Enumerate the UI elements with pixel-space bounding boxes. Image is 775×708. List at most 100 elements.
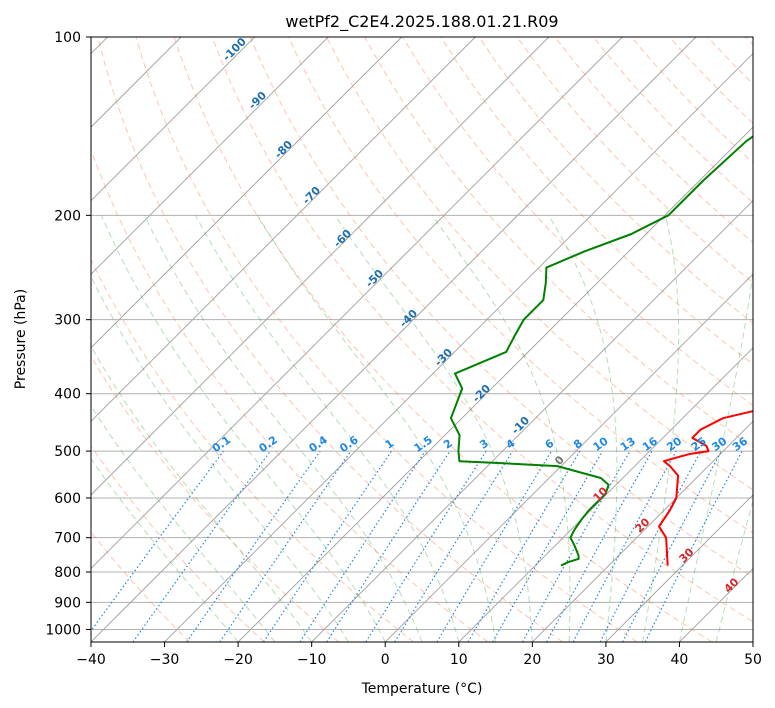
dry-adiabat-line bbox=[745, 37, 753, 46]
mixing-ratio-label: 1.5 bbox=[412, 433, 435, 455]
mixing-ratio-line bbox=[91, 450, 224, 632]
adiabat-label: -30 bbox=[432, 346, 455, 369]
x-tick-label: −30 bbox=[150, 652, 180, 668]
dry-adiabat-line bbox=[91, 148, 489, 642]
adiabat-label: -10 bbox=[509, 414, 532, 437]
adiabat-label: -40 bbox=[397, 307, 420, 330]
moist-adiabat-line bbox=[548, 215, 618, 642]
dry-adiabat-line bbox=[440, 37, 753, 365]
isotherm-line bbox=[91, 37, 697, 642]
moist-adiabat-line bbox=[91, 345, 313, 642]
adiabat-label: 40 bbox=[722, 575, 742, 595]
x-tick-label: 20 bbox=[523, 652, 541, 668]
x-tick-label: 30 bbox=[597, 652, 615, 668]
adiabat-label: 30 bbox=[677, 545, 697, 565]
adiabat-label: -20 bbox=[470, 382, 493, 405]
dry-adiabat-line bbox=[287, 37, 753, 534]
x-axis-label: Temperature (°C) bbox=[361, 681, 483, 697]
plot-frame bbox=[90, 36, 754, 643]
mixing-ratio-layer bbox=[91, 450, 743, 642]
isotherm-line bbox=[384, 273, 753, 642]
x-tick-label: −20 bbox=[223, 652, 253, 668]
mixing-ratio-line bbox=[394, 450, 514, 642]
y-axis-label: Pressure (hPa) bbox=[13, 289, 29, 389]
y-tick-label: 200 bbox=[54, 208, 81, 224]
isotherm-line bbox=[91, 37, 329, 275]
mixing-ratio-line bbox=[572, 450, 677, 642]
chart-title: wetPf2_C2E4.2025.188.01.21.R09 bbox=[285, 12, 558, 32]
y-tick-label: 900 bbox=[54, 595, 81, 611]
isotherm-line bbox=[91, 37, 403, 349]
mixing-ratio-line bbox=[219, 450, 352, 642]
x-tick-label: 0 bbox=[381, 652, 390, 668]
dry-adiabat-line bbox=[135, 37, 638, 642]
dry-adiabat-line bbox=[211, 37, 753, 623]
dry-adiabat-line bbox=[249, 37, 753, 578]
isotherm-line bbox=[91, 37, 550, 496]
dry-adiabat-line bbox=[91, 258, 414, 642]
moist-adiabat-line bbox=[91, 458, 239, 642]
x-tick-label: 40 bbox=[671, 652, 689, 668]
isotherm-line bbox=[679, 567, 753, 642]
moist-adiabat-line bbox=[678, 268, 753, 642]
dry-adiabat-line bbox=[91, 445, 265, 642]
moist-adiabat-line bbox=[144, 215, 423, 642]
dry-adiabat-layer bbox=[91, 37, 753, 642]
isotherm-layer bbox=[91, 37, 753, 642]
adiabat-label: -50 bbox=[363, 267, 386, 290]
dry-adiabat-line bbox=[173, 37, 713, 642]
moist-adiabat-line bbox=[431, 215, 571, 642]
y-tick-label: 700 bbox=[54, 531, 81, 547]
x-tick-label: 10 bbox=[450, 652, 468, 668]
profile-layer bbox=[449, 135, 753, 567]
isotherm-line bbox=[91, 37, 256, 202]
isotherm-line bbox=[311, 199, 753, 642]
isotherm-line bbox=[237, 126, 753, 642]
mixing-ratio-line bbox=[186, 450, 321, 642]
dry-adiabat-line bbox=[97, 37, 563, 642]
isotherm-line bbox=[164, 52, 753, 642]
isotherm-line bbox=[752, 641, 753, 642]
adiabat-label: -100 bbox=[220, 35, 249, 64]
grid-layer bbox=[91, 37, 753, 630]
mixing-ratio-line bbox=[436, 450, 553, 642]
dry-adiabat-line bbox=[91, 355, 340, 642]
moist-adiabat-layer bbox=[91, 215, 753, 642]
moist-adiabat-line bbox=[195, 215, 460, 642]
mixing-ratio-label: 2 bbox=[441, 437, 455, 452]
y-tick-label: 800 bbox=[54, 565, 81, 581]
y-tick-label: 500 bbox=[54, 444, 81, 460]
mixing-ratio-line bbox=[546, 450, 653, 642]
adiabat-label: -60 bbox=[331, 227, 354, 250]
x-tick-label: −40 bbox=[76, 652, 106, 668]
mixing-ratio-line bbox=[326, 450, 451, 642]
isotherm-line bbox=[605, 494, 753, 642]
moist-adiabat-line bbox=[91, 404, 276, 642]
isotherm-line bbox=[91, 37, 623, 570]
dry-adiabat-line bbox=[554, 37, 753, 244]
mixing-ratio-line bbox=[299, 450, 426, 642]
moist-adiabat-line bbox=[334, 215, 533, 642]
y-tick-label: 400 bbox=[54, 387, 81, 403]
moist-adiabat-line bbox=[642, 215, 680, 642]
mixing-ratio-line bbox=[644, 450, 743, 642]
x-tick-label: −10 bbox=[297, 652, 327, 668]
x-tick-label: 50 bbox=[744, 652, 762, 668]
mixing-ratio-line bbox=[262, 450, 392, 642]
mixing-ratio-line bbox=[132, 450, 271, 642]
dewpoint-line bbox=[449, 135, 753, 567]
dry-adiabat-line bbox=[516, 37, 753, 284]
temperature-line bbox=[658, 410, 753, 566]
adiabat-label: 20 bbox=[633, 515, 653, 535]
dry-adiabat-line bbox=[326, 37, 753, 491]
adiabat-label: -90 bbox=[246, 89, 269, 112]
moist-adiabat-line bbox=[101, 215, 386, 642]
mixing-ratio-label: 0.6 bbox=[337, 433, 361, 455]
mixing-ratio-label: 0.4 bbox=[306, 433, 330, 455]
y-tick-label: 1000 bbox=[45, 622, 81, 638]
isotherm-line bbox=[91, 37, 476, 423]
mixing-ratio-label: 6 bbox=[543, 437, 557, 452]
isotherm-line bbox=[458, 347, 753, 642]
dry-adiabat-line bbox=[707, 37, 753, 85]
